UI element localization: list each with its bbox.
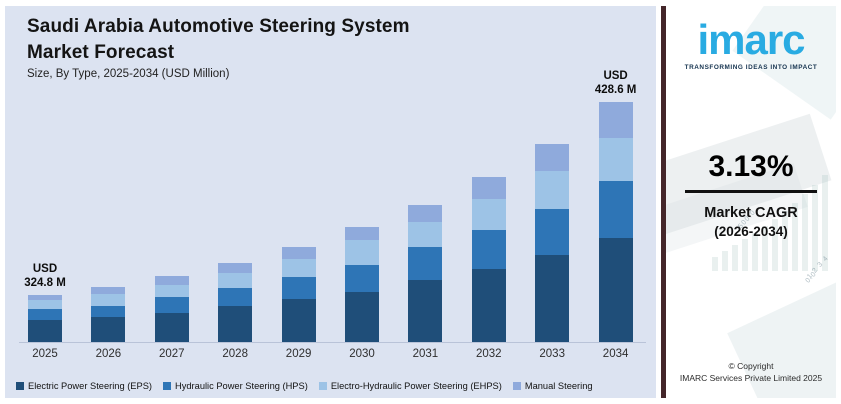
legend: Electric Power Steering (EPS) Hydraulic …: [16, 381, 593, 391]
bar-2029: [281, 247, 316, 342]
bar-2031-segment: [408, 205, 443, 222]
bar-2033-segment: [535, 144, 570, 171]
cagr-block: 3.13% Market CAGR (2026-2034): [666, 150, 836, 241]
bar-2027-segment: [154, 276, 189, 285]
legend-label-ehps: Electro-Hydraulic Power Steering (EHPS): [330, 381, 502, 391]
title-line-1: Saudi Arabia Automotive Steering System: [27, 16, 410, 37]
bar-2028: [218, 263, 253, 342]
legend-label-manual: Manual Steering: [524, 381, 593, 391]
bar-2026-segment: [91, 306, 126, 317]
bar-2025-segment: [28, 300, 62, 309]
legend-label-hps: Hydraulic Power Steering (HPS): [175, 381, 308, 391]
x-tick-2031: 2031: [412, 348, 439, 360]
bar-2030-segment: [345, 227, 379, 240]
bar-2029-segment: [281, 259, 316, 277]
bar-2029-segment: [281, 247, 316, 259]
data-label-2025: USD 324.8 M: [24, 263, 66, 289]
title-line-2: Market Forecast: [27, 42, 175, 63]
legend-swatch-eps-icon: [16, 382, 24, 390]
copyright-line-1: © Copyright: [728, 361, 774, 371]
bar-2027-segment: [154, 313, 189, 342]
x-tick-2032: 2032: [476, 348, 502, 360]
x-axis-line: [19, 342, 646, 343]
bar-2029-segment: [281, 277, 316, 299]
legend-label-eps: Electric Power Steering (EPS): [28, 381, 153, 391]
x-tick-2025: 2025: [32, 348, 58, 360]
bar-2028-segment: [218, 273, 253, 288]
cagr-period: (2026-2034): [714, 224, 788, 239]
legend-swatch-hps-icon: [163, 382, 172, 390]
bar-2028-segment: [218, 263, 253, 273]
legend-swatch-ehps-icon: [318, 382, 327, 390]
bar-2033: [535, 144, 570, 342]
bar-2033-segment: [535, 171, 570, 209]
bar-2031-segment: [408, 222, 443, 247]
bar-2029-segment: [281, 299, 316, 342]
copyright-line-2: IMARC Services Private Limited 2025: [679, 373, 823, 383]
cagr-label: Market CAGR: [704, 205, 798, 221]
x-tick-2030: 2030: [349, 348, 375, 360]
bar-2032-segment: [471, 177, 506, 199]
bar-2027-segment: [154, 285, 189, 297]
bar-2031-segment: [408, 280, 443, 342]
x-tick-2029: 2029: [285, 348, 312, 360]
bar-2034-segment: [598, 181, 633, 238]
x-tick-2034: 2034: [602, 348, 629, 360]
bar-2030-segment: [345, 265, 379, 292]
bar-2034: [598, 102, 633, 342]
x-tick-2027: 2027: [159, 348, 185, 360]
legend-item-hps: Hydraulic Power Steering (HPS): [163, 381, 308, 391]
bar-2031-segment: [408, 247, 443, 280]
panel-accent-strip: [661, 6, 666, 398]
bar-2028-segment: [218, 288, 253, 306]
bar-2026-segment: [91, 317, 126, 342]
copyright-notice: © Copyright IMARC Services Private Limit…: [666, 360, 836, 384]
bar-2026-segment: [91, 294, 126, 306]
bar-2026-segment: [91, 287, 126, 294]
cagr-value: 3.13%: [708, 150, 794, 183]
legend-item-eps: Electric Power Steering (EPS): [16, 381, 152, 391]
data-label-2034: USD 428.6 M: [594, 70, 637, 96]
bar-2028-segment: [218, 306, 253, 342]
bar-2026: [91, 287, 126, 342]
bar-2034-segment: [598, 238, 633, 342]
bar-2032-segment: [471, 269, 506, 342]
imarc-logo: imarc TRANSFORMING IDEAS INTO IMPACT: [666, 16, 836, 72]
legend-item-ehps: Electro-Hydraulic Power Steering (EHPS): [318, 381, 502, 391]
x-tick-2026: 2026: [95, 348, 122, 360]
bar-2030-segment: [345, 292, 379, 342]
bar-2032: [471, 177, 506, 342]
chart-panel: Saudi Arabia Automotive Steering System …: [5, 6, 656, 398]
bar-2025-segment: [28, 309, 62, 320]
watermark-chart: [712, 156, 832, 271]
imarc-logo-text: imarc: [697, 16, 805, 63]
bar-2027: [154, 276, 189, 342]
bar-2032-segment: [471, 230, 506, 269]
page-title: Saudi Arabia Automotive Steering System …: [27, 14, 410, 66]
bar-2034-segment: [598, 102, 633, 138]
bar-2033-segment: [535, 209, 570, 255]
legend-item-manual: Manual Steering: [512, 381, 593, 391]
bar-2034-segment: [598, 138, 633, 181]
x-tick-2033: 2033: [539, 348, 565, 360]
bar-2030-segment: [345, 240, 379, 265]
bar-2033-segment: [535, 255, 570, 342]
cagr-underline: [685, 190, 817, 193]
bar-2027-segment: [154, 297, 189, 313]
bar-2030: [345, 227, 379, 342]
x-tick-2028: 2028: [222, 348, 248, 360]
legend-swatch-manual-icon: [512, 382, 521, 390]
bar-2032-segment: [471, 199, 506, 230]
bar-2031: [408, 205, 443, 342]
plot-area: 2025 USD 324.8 M 2026 2027 2028 2029 2030 2031 20…: [5, 6, 656, 398]
imarc-tagline: TRANSFORMING IDEAS INTO IMPACT: [684, 64, 818, 71]
brand-panel: 500.0 0.0 1 2 3 4 imarc TRANSFORMING IDE…: [666, 6, 836, 398]
bar-2025-segment: [28, 320, 62, 342]
chart-subtitle: Size, By Type, 2025-2034 (USD Million): [27, 68, 230, 80]
bar-2025: [28, 295, 62, 342]
bar-2025-segment: [28, 295, 62, 300]
